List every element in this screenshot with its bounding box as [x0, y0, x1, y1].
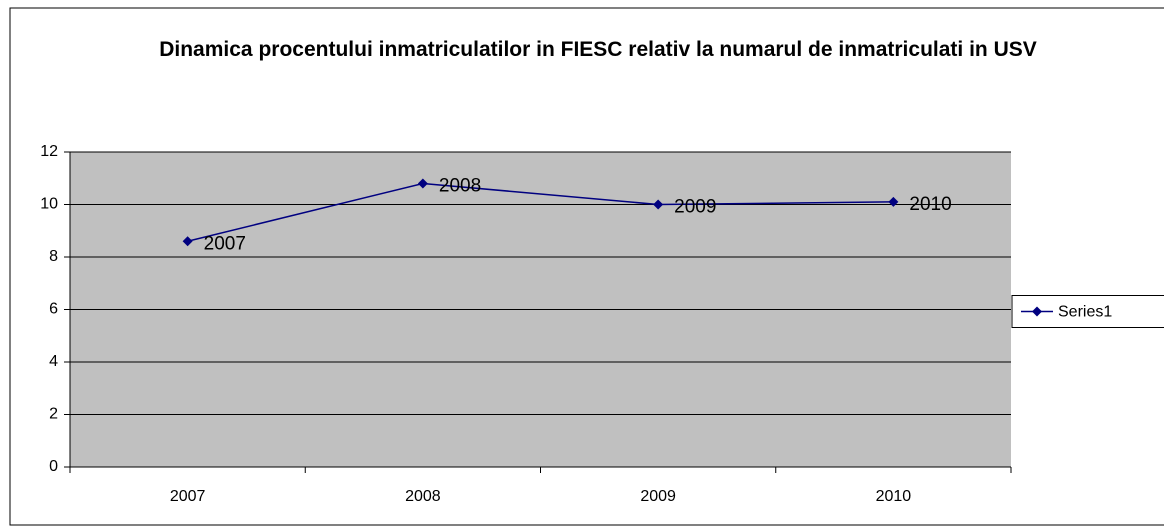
point-marker	[888, 196, 899, 207]
x-tick-label: 2008	[405, 488, 441, 505]
point-marker	[182, 236, 193, 247]
legend-label: Series1	[1058, 304, 1112, 321]
data-label: 2010	[909, 194, 951, 215]
x-tick-label: 2009	[640, 488, 676, 505]
legend-marker	[1032, 306, 1042, 317]
y-tick-label: 6	[49, 301, 58, 318]
y-tick-label: 2	[49, 406, 58, 423]
y-tick-label: 4	[49, 353, 58, 370]
x-tick-label: 2007	[170, 488, 206, 505]
y-tick-label: 8	[49, 248, 58, 265]
point-marker	[417, 178, 428, 189]
chart-title: Dinamica procentului inmatriculatilor in…	[159, 38, 1037, 61]
data-label: 2009	[674, 197, 716, 218]
x-tick-label: 2010	[876, 488, 912, 505]
chart-border	[9, 7, 1164, 526]
y-tick-label: 12	[40, 143, 58, 160]
data-label: 2007	[204, 233, 246, 254]
series-line	[187, 182, 894, 242]
data-label: 2008	[439, 176, 481, 197]
y-tick-label: 10	[40, 196, 58, 213]
point-marker	[653, 199, 664, 210]
y-tick-label: 0	[49, 458, 58, 475]
